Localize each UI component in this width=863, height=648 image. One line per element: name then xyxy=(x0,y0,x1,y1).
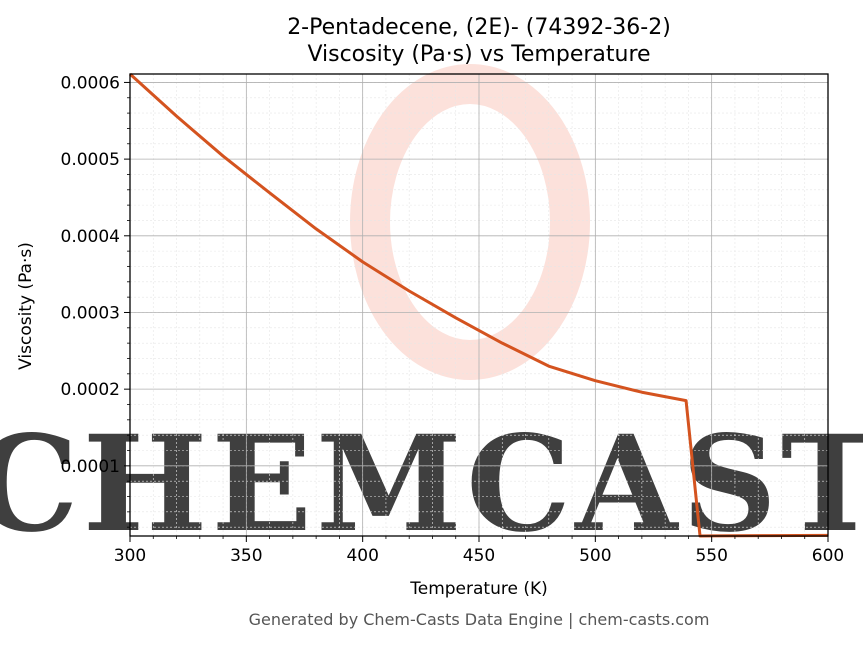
y-axis-label: Viscosity (Pa·s) xyxy=(16,242,36,370)
y-tick-label: 0.0002 xyxy=(61,380,120,400)
x-tick-label: 500 xyxy=(579,546,611,566)
footer-credit: Generated by Chem-Casts Data Engine | ch… xyxy=(249,610,710,629)
y-tick-label: 0.0001 xyxy=(61,457,120,477)
x-tick-label: 400 xyxy=(346,546,378,566)
x-axis-ticks: 300 350 400 450 500 550 600 xyxy=(114,536,844,566)
x-tick-label: 450 xyxy=(463,546,495,566)
y-axis-ticks: 0.0001 0.0002 0.0003 0.0004 0.0005 0.0006 xyxy=(61,73,130,528)
y-tick-label: 0.0006 xyxy=(61,73,120,93)
y-tick-label: 0.0003 xyxy=(61,303,120,323)
x-tick-label: 350 xyxy=(230,546,262,566)
y-tick-label: 0.0004 xyxy=(61,227,120,247)
y-tick-label: 0.0005 xyxy=(61,150,120,170)
watermark-swirl xyxy=(350,64,590,380)
x-tick-label: 550 xyxy=(695,546,727,566)
x-tick-label: 600 xyxy=(812,546,844,566)
chart-title: 2-Pentadecene, (2E)- (74392-36-2) xyxy=(287,15,671,40)
chart-subtitle: Viscosity (Pa·s) vs Temperature xyxy=(307,42,650,67)
x-tick-label: 300 xyxy=(114,546,146,566)
x-axis-label: Temperature (K) xyxy=(409,579,548,599)
